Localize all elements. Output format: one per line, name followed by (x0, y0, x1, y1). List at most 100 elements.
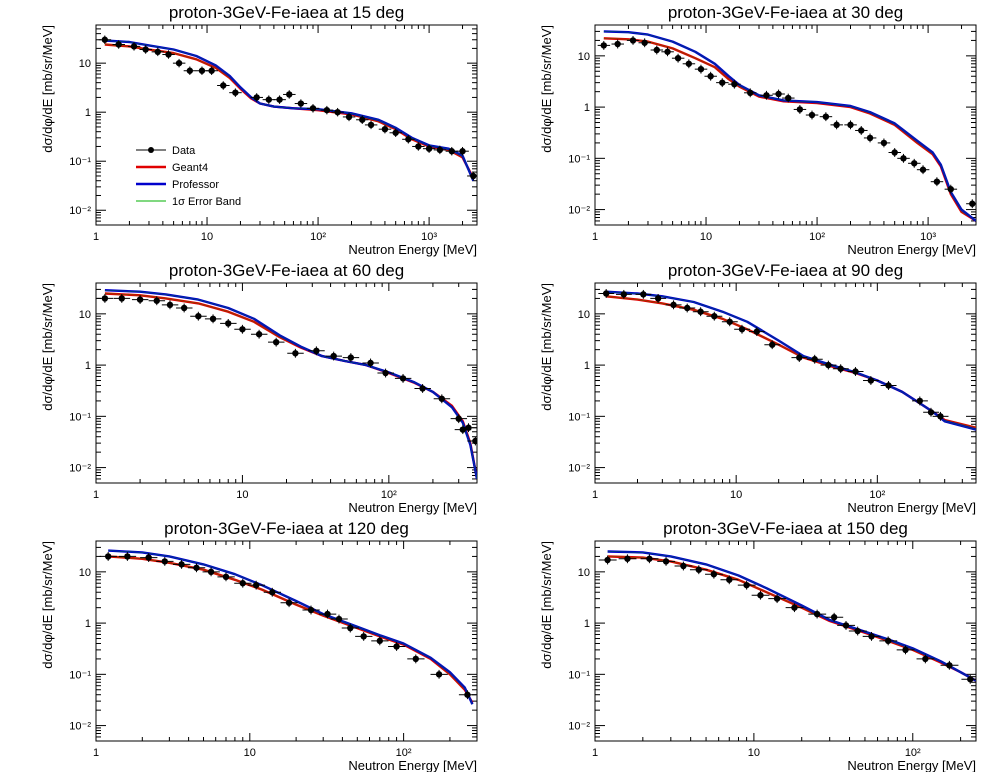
data-point (450, 414, 468, 424)
data-point-marker (653, 46, 660, 54)
y-axis-label: dσ/dφ/dE [mb/sr/MeV] (539, 283, 554, 411)
data-point-marker (286, 91, 293, 98)
legend-label: 1σ Error Band (172, 196, 241, 208)
data-point-marker (833, 121, 840, 129)
data-point (371, 636, 389, 646)
plot-area (598, 550, 976, 684)
data-point-marker (813, 610, 821, 618)
data-point (720, 575, 739, 585)
data-point-marker (604, 556, 611, 564)
data-point-marker (600, 42, 607, 49)
data-point-marker (697, 65, 705, 73)
data-point-marker (347, 624, 354, 632)
y-tick-label: 10⁻² (69, 205, 91, 217)
chart-title: proton-3GeV-Fe-iaea at 30 deg (668, 3, 903, 22)
data-point-marker (614, 40, 621, 48)
data-point-marker (664, 48, 671, 55)
chart-title: proton-3GeV-Fe-iaea at 90 deg (668, 261, 903, 280)
y-tick-label: 1 (584, 360, 590, 372)
x-axis-label: Neutron Energy [MeV] (847, 500, 976, 515)
data-point (704, 71, 717, 81)
data-point (330, 614, 348, 624)
y-tick-label: 1 (584, 618, 590, 630)
data-point (131, 295, 149, 304)
data-point (467, 171, 477, 181)
data-point-marker (393, 643, 400, 650)
data-point-marker (738, 326, 746, 333)
data-point-marker (808, 111, 816, 119)
data-point (402, 135, 415, 144)
data-point (250, 93, 264, 102)
data-point (217, 572, 235, 582)
data-point-marker (367, 359, 374, 367)
data-point-marker (425, 145, 433, 152)
data-point-marker (919, 166, 927, 173)
data-point-marker (307, 606, 315, 614)
data-point (880, 381, 897, 390)
data-point-marker (381, 125, 389, 133)
data-point (716, 78, 729, 88)
plot-frame (594, 282, 977, 484)
data-point (650, 294, 667, 303)
legend: Data Geant4 Professor 1σ Error Band (136, 145, 241, 208)
chart-panel-4: proton-3GeV-Fe-iaea at 90 deg 1 10 10² 10⁻² 1… (539, 261, 977, 515)
data-point (805, 110, 819, 120)
data-point-marker (239, 326, 246, 333)
plot-area (99, 549, 477, 705)
data-point (422, 144, 436, 153)
data-point (302, 605, 320, 615)
legend-entry: Professor (136, 179, 219, 191)
series-line-geant4 (104, 43, 475, 179)
data-point (456, 146, 469, 156)
y-tick-label: 10 (578, 567, 590, 579)
data-point-marker (464, 691, 471, 698)
data-point (825, 612, 844, 622)
data-point (362, 358, 379, 368)
data-point-marker (830, 614, 838, 621)
data-point-marker (680, 562, 687, 570)
data-point (597, 40, 611, 50)
y-tick-label: 10 (79, 309, 91, 321)
data-point-marker (175, 59, 183, 67)
data-point-marker (791, 604, 798, 611)
series-line-geant4 (108, 555, 474, 704)
chart-panel-5: proton-3GeV-Fe-iaea at 120 deg 1 10 10² 10⁻²… (40, 519, 478, 772)
data-point-marker (459, 148, 466, 155)
data-point (283, 90, 296, 99)
data-point (830, 120, 843, 130)
data-point (748, 327, 765, 337)
y-tick-label: 10⁻² (568, 721, 590, 733)
data-point (848, 626, 867, 636)
x-tick-label: 10² (396, 747, 412, 759)
data-point (819, 112, 833, 122)
data-point-marker (796, 106, 804, 113)
data-point-marker (334, 108, 341, 116)
data-point-marker (399, 375, 407, 382)
data-point (430, 669, 448, 679)
data-point (806, 354, 823, 364)
data-point-marker (255, 331, 263, 338)
data-point-marker (309, 105, 317, 112)
data-point (412, 142, 425, 151)
data-point-marker (412, 655, 419, 663)
data-point-marker (811, 356, 818, 363)
data-point (389, 128, 402, 138)
chart-panel-6: proton-3GeV-Fe-iaea at 150 deg 1 10 10² 10⁻²… (539, 519, 977, 772)
data-point (877, 138, 891, 148)
data-point-marker (347, 354, 355, 361)
data-point-marker (198, 67, 206, 74)
data-point-marker (376, 637, 383, 645)
data-point (615, 289, 632, 299)
data-point-marker (726, 576, 733, 583)
data-point (325, 351, 343, 361)
data-point (342, 112, 356, 122)
data-point (273, 95, 286, 104)
data-point (388, 642, 406, 651)
y-tick-label: 10⁻¹ (69, 669, 91, 681)
data-point-marker (670, 301, 677, 309)
data-point (234, 324, 251, 334)
data-point-marker (225, 320, 232, 327)
chart-panel-1: proton-3GeV-Fe-iaea at 15 deg 1 10 10² 10³ 10… (40, 3, 478, 257)
data-point-marker (142, 46, 149, 53)
data-point-marker (367, 121, 375, 129)
